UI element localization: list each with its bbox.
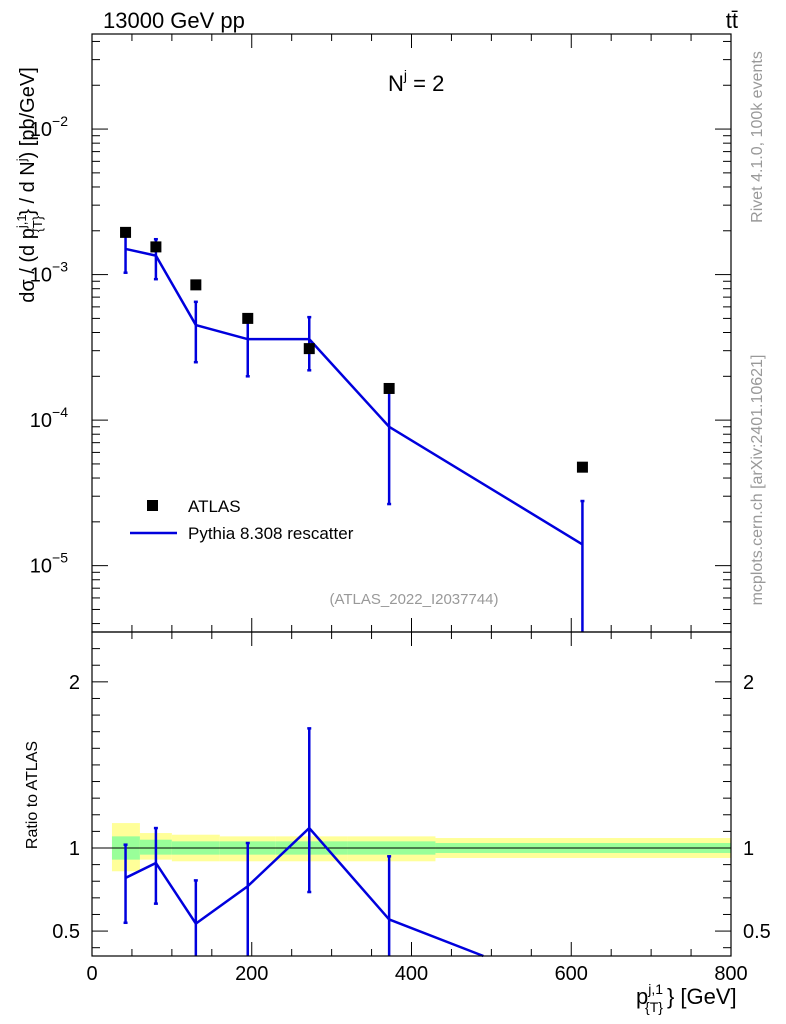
- ytick-exponent: −2: [52, 113, 68, 129]
- ylab-b: j,1: [14, 214, 29, 229]
- rivet-label: Rivet 4.1.0, 100k events: [749, 51, 766, 223]
- main-axis-ticks: 10−510−410−310−2: [30, 34, 732, 632]
- x-tick-label: 800: [714, 963, 747, 985]
- title-n: N: [388, 71, 404, 96]
- ytick-mantissa: 10: [30, 410, 52, 432]
- atlas-series: [120, 226, 588, 473]
- xlab-a: p: [636, 984, 648, 1009]
- xlab-c: {T}: [645, 999, 663, 1015]
- ratio-ytick-label-right: 0.5: [743, 921, 771, 943]
- ylab-d: } / d N: [17, 161, 39, 215]
- main-y-axis-label: dσ / (d pj,1{T}} / d Nj) [pb/GeV]: [14, 67, 45, 303]
- ratio-ytick-label: 0.5: [52, 921, 80, 943]
- mcplots-label: mcplots.cern.ch [arXiv:2401.10621]: [749, 355, 766, 606]
- main-ytick-label: 10−4: [30, 404, 68, 432]
- ratio-frame: [91, 631, 732, 957]
- analysis-id: (ATLAS_2022_I2037744): [329, 591, 498, 608]
- main-ytick-label: 10−5: [30, 550, 68, 578]
- main-ytick-label: 10−3: [30, 259, 68, 287]
- ratio-ytick-label: 1: [69, 838, 80, 860]
- panel-title: Nj = 2: [388, 67, 444, 96]
- ylab-f: ) [pb/GeV]: [17, 67, 39, 158]
- legend: ATLAS Pythia 8.308 rescatter: [130, 497, 354, 543]
- ytick-exponent: −4: [52, 404, 68, 420]
- ytick-exponent: −5: [52, 550, 68, 566]
- atlas-point: [303, 343, 315, 355]
- pythia-series: [123, 229, 585, 632]
- atlas-point: [576, 461, 588, 473]
- ratio-y-axis-label: Ratio to ATLAS: [24, 741, 41, 849]
- process-label: tt̄: [726, 8, 738, 33]
- ytick-mantissa: 10: [30, 556, 52, 578]
- x-tick-label: 400: [395, 963, 428, 985]
- collision-label: 13000 GeV pp: [103, 8, 245, 33]
- x-tick-label: 600: [555, 963, 588, 985]
- ratio-ytick-label-right: 1: [743, 838, 754, 860]
- ytick-mantissa: 10: [30, 265, 52, 287]
- x-axis-label: pj,1 {T}} [GeV]: [636, 981, 737, 1015]
- title-rest: = 2: [407, 71, 444, 96]
- atlas-point: [190, 279, 202, 291]
- xlab-b: j,1: [647, 981, 663, 997]
- ratio-panel: 0.5 0.5 1 1 2 2 0 200 400 600 800 Ratio to ATLAS p…: [24, 631, 771, 1015]
- ratio-axis-ticks: 0.5 0.5 1 1 2 2 0 200 400 600 800: [52, 632, 771, 985]
- x-tick-label: 0: [86, 963, 97, 985]
- x-tick-label: 200: [235, 963, 268, 985]
- ratio-ytick-label-right: 2: [743, 672, 754, 694]
- ylab-c: {T}: [30, 215, 45, 232]
- ratio-bands: [111, 823, 731, 872]
- atlas-point: [120, 226, 132, 238]
- atlas-point: [383, 382, 395, 394]
- atlas-point: [150, 241, 162, 253]
- ylab-e: j: [14, 158, 29, 162]
- title-sup: j: [403, 67, 407, 83]
- legend-atlas-label: ATLAS: [188, 497, 241, 516]
- ratio-series: [123, 727, 484, 958]
- atlas-point: [242, 312, 254, 324]
- legend-atlas-marker: [147, 500, 158, 511]
- ylab-a: dσ / (d p: [17, 228, 39, 303]
- xlab-d: } [GeV]: [667, 984, 737, 1009]
- ratio-ytick-label: 2: [69, 672, 80, 694]
- ytick-mantissa: 10: [30, 119, 52, 141]
- legend-pythia-label: Pythia 8.308 rescatter: [188, 524, 354, 543]
- ytick-exponent: −3: [52, 259, 68, 275]
- main-ytick-label: 10−2: [30, 113, 68, 141]
- main-panel: 10−510−410−310−2 Nj = 2 (ATLAS_2022_I203…: [14, 33, 732, 633]
